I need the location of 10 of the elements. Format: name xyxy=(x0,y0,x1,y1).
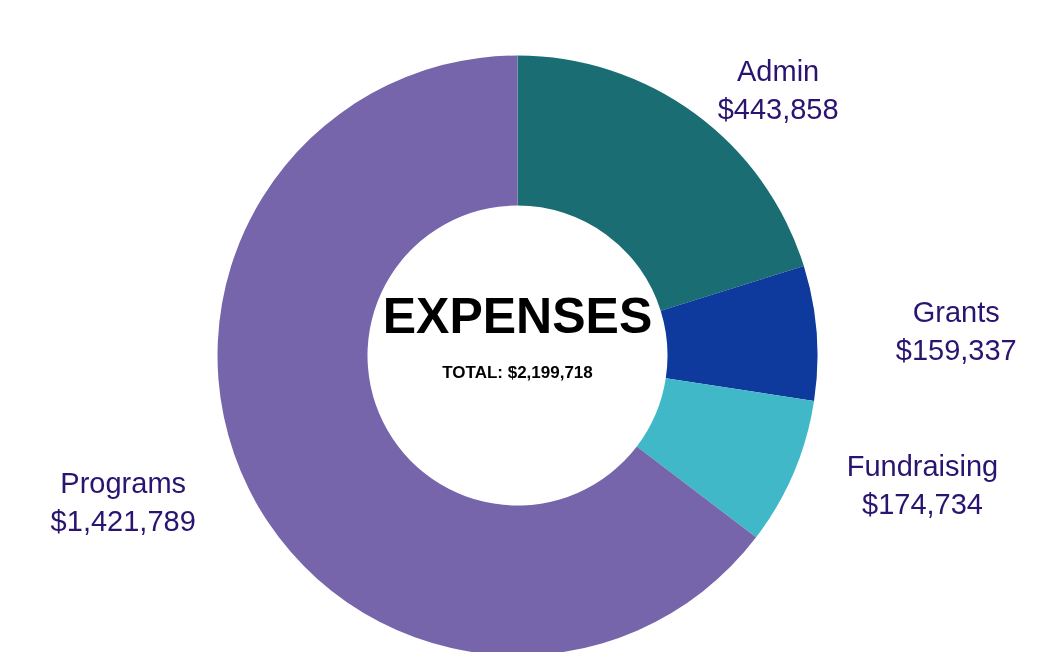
data-label: $174,734 xyxy=(862,487,983,520)
text: EXPENSES xyxy=(382,287,653,344)
text: TOTAL: $2,199,718 xyxy=(442,363,593,382)
data-label: $159,337 xyxy=(895,333,1017,366)
slice-label: Admin xyxy=(737,54,820,87)
data-label: $1,421,789 xyxy=(50,504,196,537)
slice-label: Fundraising xyxy=(846,449,999,482)
data-label: $443,858 xyxy=(717,92,839,125)
slice-label: Programs xyxy=(60,466,187,499)
slice-label: Grants xyxy=(912,295,1000,328)
